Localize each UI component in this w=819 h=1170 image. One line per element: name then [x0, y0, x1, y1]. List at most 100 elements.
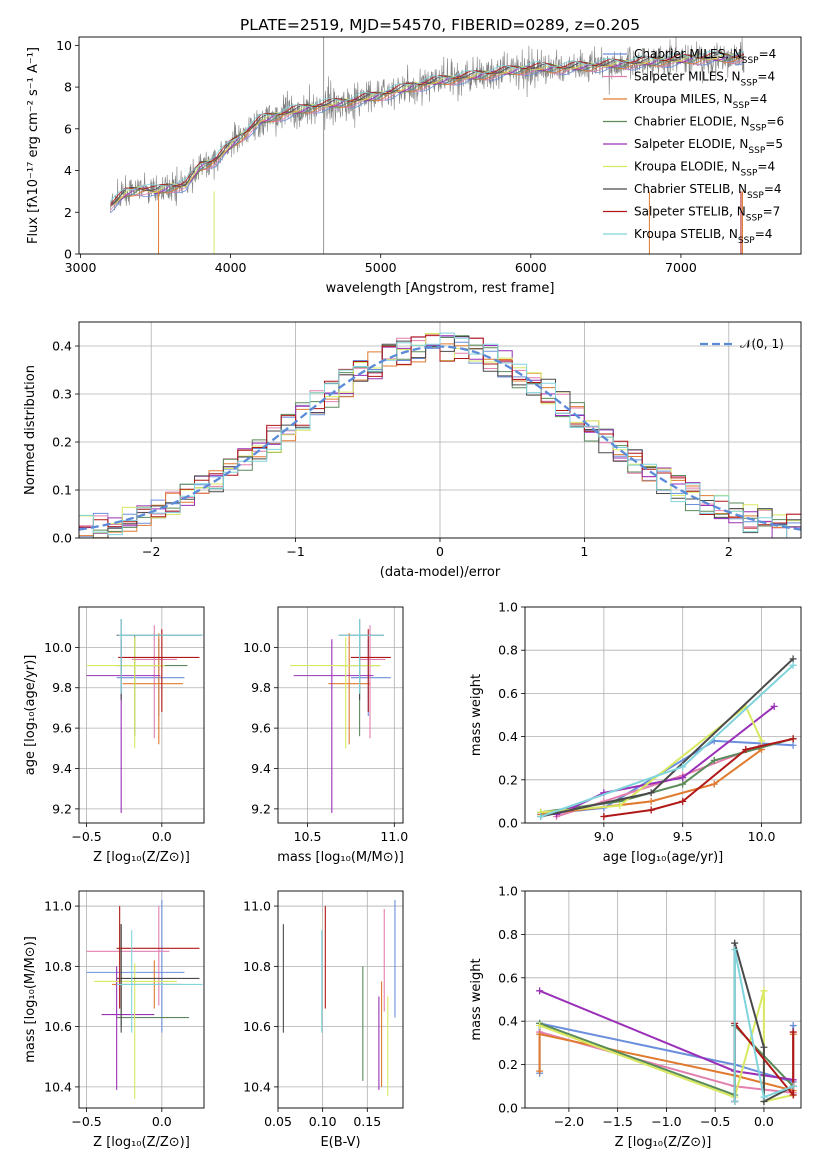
massweight_vs_age-xtick-label: 10.0: [748, 829, 776, 844]
residuals-xtick-label: −2: [142, 544, 160, 559]
residuals-ytick-label: 0.3: [52, 387, 72, 402]
massweight_vs_age-ytick-label: 0.0: [498, 816, 518, 831]
massweight_vs_Z-ytick-label: 1.0: [498, 884, 518, 899]
legend-entry: Kroupa STELIB, NSSP=4: [634, 227, 772, 246]
massweight_vs_Z-marker: [760, 1093, 768, 1101]
massweight_vs_Z-xtick-label: −2.0: [554, 1114, 584, 1129]
residuals-ytick-label: 0.4: [52, 339, 72, 354]
spectrum-xtick-label: 3000: [65, 260, 97, 275]
spectrum-ytick-label: 0: [64, 247, 72, 262]
mass_vs_EBV-plot-area: [278, 891, 403, 1108]
massweight_vs_age-plot-area: [525, 607, 801, 823]
spectrum-model-line: [110, 58, 745, 211]
spectrum-xtick-label: 4000: [215, 260, 247, 275]
age_vs_Z-ytick-label: 9.2: [52, 801, 72, 816]
mass_vs_Z-xtick-label: 0.0: [152, 1114, 172, 1129]
massweight_vs_Z-marker: [731, 946, 739, 954]
residuals-ytick-label: 0.1: [52, 483, 72, 498]
mass_vs_EBV-frame: [277, 890, 404, 1109]
mass_vs_Z-plot-area: [79, 891, 204, 1108]
age_vs_Z-frame: [78, 606, 205, 824]
massweight_vs_age-marker: [679, 780, 687, 788]
normal-curve: [79, 345, 801, 531]
mass_vs_EBV-ytick-label: 10.4: [243, 1079, 271, 1094]
residuals-ytick-label: 0.2: [52, 435, 72, 450]
massweight_vs_age-marker: [789, 655, 797, 663]
spectrum-model-line: [110, 51, 745, 205]
massweight_vs_Z-ytick-label: 0.0: [498, 1101, 518, 1116]
figure-title: PLATE=2519, MJD=54570, FIBERID=0289, z=0…: [240, 16, 640, 34]
mass_vs_EBV-ytick-label: 10.8: [243, 959, 271, 974]
age_vs_mass-ytick-label: 9.6: [251, 721, 271, 736]
age_vs_mass-ytick-label: 9.2: [251, 801, 271, 816]
massweight_vs_age-marker: [789, 741, 797, 749]
massweight_vs_Z-ytick-label: 0.4: [498, 1014, 518, 1029]
legend-entry: Chabrier STELIB, NSSP=4: [634, 182, 782, 201]
massweight_vs_Z-frame: [524, 890, 802, 1109]
spectrum-ytick-label: 4: [64, 163, 72, 178]
spectrum-frame: [78, 36, 802, 255]
mass_vs_Z-xlabel: Z [log₁₀(Z/Z⊙)]: [93, 1135, 190, 1150]
spectrum-xtick-label: 5000: [365, 260, 397, 275]
residual-histogram: [79, 332, 801, 538]
massweight_vs_age-marker: [789, 735, 797, 743]
spectrum-plot-area: [110, 37, 745, 254]
legend-entry: Salpeter MILES, NSSP=4: [634, 70, 775, 89]
massweight_vs_age-marker: [600, 813, 608, 821]
residuals-xtick-label: 1: [580, 544, 588, 559]
age_vs_mass-plot-area: [278, 607, 403, 823]
massweight_vs_Z-ylabel: mass weight: [469, 958, 484, 1040]
mass_vs_Z-ytick-label: 10.6: [44, 1019, 72, 1034]
massweight_vs_Z-marker: [760, 1043, 768, 1051]
massweight_vs_Z-panel: −2.0 −1.5 −1.0 −0.5 0.0 0.0 0.2 0.4 0.6 0.8 1.0 Z […: [469, 884, 802, 1150]
residuals-ylabel: Normed distribution: [23, 365, 38, 495]
massweight_vs_age-ylabel: mass weight: [469, 674, 484, 756]
massweight_vs_Z-marker: [731, 939, 739, 947]
massweight_vs_Z-marker: [536, 1067, 544, 1075]
spectrum-xtick-label: 7000: [665, 260, 697, 275]
legend-entry: Chabrier ELODIE, NSSP=6: [634, 115, 784, 134]
massweight_vs_Z-marker: [789, 1022, 797, 1030]
age_vs_Z-xlabel: Z [log₁₀(Z/Z⊙)]: [93, 850, 190, 865]
massweight_vs_age-marker: [758, 737, 766, 745]
massweight_vs_age-line: [540, 658, 794, 818]
massweight_vs_age-marker: [537, 813, 545, 821]
age_vs_mass-ytick-label: 9.8: [251, 680, 271, 695]
massweight_vs_age-ytick-label: 0.6: [498, 686, 518, 701]
residuals-xlabel: (data-model)/error: [380, 565, 501, 580]
massweight_vs_Z-marker: [536, 1022, 544, 1030]
massweight_vs_age-marker: [710, 780, 718, 788]
legend-entry: Kroupa ELODIE, NSSP=4: [634, 160, 775, 179]
mass_vs_EBV-xtick-label: 0.15: [353, 1114, 381, 1129]
massweight_vs_Z-xlabel: Z [log₁₀(Z/Z⊙)]: [615, 1135, 712, 1150]
spectrum-legend: Chabrier MILES, NSSP=4 Salpeter MILES, NS…: [603, 47, 784, 246]
age_vs_Z-ytick-label: 9.8: [52, 680, 72, 695]
massweight_vs_Z-line: [733, 949, 794, 1102]
massweight_vs_age-line: [540, 704, 763, 814]
massweight_vs_age-marker: [647, 797, 655, 805]
age_vs_mass-xtick-label: 11.0: [380, 829, 408, 844]
massweight_vs_age-xtick-label: 9.0: [594, 829, 614, 844]
spectrum-panel: 3000 4000 5000 6000 7000 0 2 4 6 8 10 wavelength [A…: [26, 36, 802, 296]
mass_vs_Z-ytick-label: 10.4: [44, 1079, 72, 1094]
massweight_vs_Z-ytick-label: 0.2: [498, 1057, 518, 1072]
age_vs_Z-plot-area: [79, 607, 204, 823]
age_vs_mass-xtick-label: 10.5: [294, 829, 322, 844]
massweight_vs_age-marker: [789, 661, 797, 669]
age_vs_mass-xlabel: mass [log₁₀(M/M⊙)]: [277, 850, 404, 865]
massweight_vs_age-xlabel: age [log₁₀(age/yr)]: [603, 850, 724, 865]
spectrum-model-line: [110, 59, 745, 214]
residual-histogram: [79, 334, 801, 529]
massweight_vs_Z-xtick-label: −1.5: [602, 1114, 632, 1129]
massweight_vs_Z-ytick-label: 0.6: [498, 970, 518, 985]
massweight_vs_age-line: [540, 664, 794, 818]
spectrum-xtick-label: 6000: [515, 260, 547, 275]
residuals-xtick-label: 0: [436, 544, 444, 559]
massweight_vs_age-marker: [770, 702, 778, 710]
massweight_vs_age-marker: [679, 797, 687, 805]
mass_vs_Z-ytick-label: 10.8: [44, 959, 72, 974]
massweight_vs_age-ytick-label: 1.0: [498, 600, 518, 615]
massweight_vs_age-frame: [524, 606, 802, 824]
